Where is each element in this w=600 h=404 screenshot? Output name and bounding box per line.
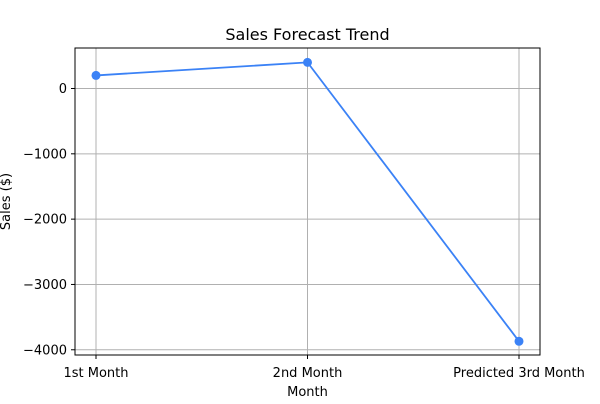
grid-layer	[75, 48, 540, 355]
x-tick-label: 2nd Month	[273, 366, 343, 381]
x-tick-label: 1st Month	[63, 366, 128, 381]
y-tick-label: −4000	[23, 343, 67, 358]
x-tick-label: Predicted 3rd Month	[453, 366, 585, 381]
x-axis-title: Month	[287, 385, 328, 400]
ticks-layer: 1st Month 2nd Month Predicted 3rd Month 0 −1…	[23, 82, 585, 381]
data-point	[514, 336, 524, 346]
chart-title: Sales Forecast Trend	[225, 25, 389, 44]
data-point	[91, 70, 101, 80]
y-tick-label: −2000	[23, 213, 67, 228]
series-layer	[91, 57, 524, 346]
y-tick-label: −1000	[23, 147, 67, 162]
y-tick-label: 0	[59, 82, 67, 97]
y-axis-title: Sales ($)	[0, 173, 14, 230]
data-point	[303, 57, 312, 67]
y-tick-label: −3000	[23, 278, 67, 293]
